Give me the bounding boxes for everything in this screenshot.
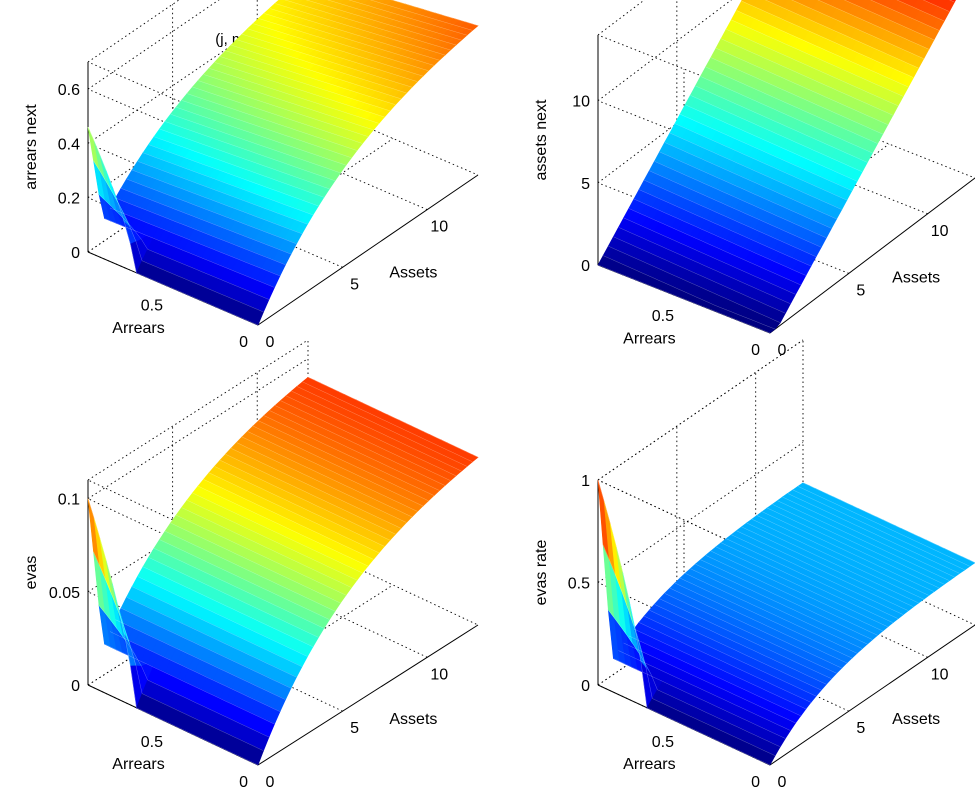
x-tick-label: 5 (856, 282, 865, 299)
mesh-line (369, 0, 473, 31)
surface-patch (251, 309, 264, 326)
axis-labels: Assets Arrears arrears next (23, 104, 437, 337)
mesh-line (186, 93, 358, 151)
y-tick-label: 0.5 (141, 734, 163, 751)
mesh-line (219, 56, 391, 112)
mesh-line (390, 0, 479, 26)
y-tick-label: 0.5 (141, 298, 163, 315)
y-axis-label: Arrears (112, 756, 164, 773)
x-tick-label: 0 (778, 342, 787, 359)
x-tick-label: 5 (350, 720, 359, 737)
mesh-line (115, 197, 286, 266)
z-tick-label: 0.6 (58, 82, 80, 99)
y-axis-label: Arrears (623, 756, 675, 773)
z-tick-label: 10 (572, 94, 590, 111)
mesh-line (87, 127, 259, 326)
y-tick-label: 0 (239, 334, 248, 351)
mesh-line (252, 23, 424, 77)
x-axis-label: Assets (892, 270, 940, 287)
y-tick-label: 0 (239, 774, 248, 790)
surface-mesh (87, 376, 479, 766)
x-tick-label: 10 (430, 219, 448, 236)
z-tick-label: 5 (581, 176, 590, 193)
mesh-line (192, 86, 363, 144)
z-tick-label: 0.05 (49, 585, 80, 602)
z-tick-label: 0 (71, 245, 80, 262)
mesh-line (203, 74, 374, 131)
mesh-line (98, 194, 270, 300)
x-tick-label: 0 (778, 774, 787, 790)
mesh-line (104, 218, 275, 288)
tick-labels: 0 5 10 0 0.5 0 0.2 0.4 0.6 (58, 82, 448, 351)
mesh-line (170, 113, 341, 174)
mesh-line (148, 144, 319, 207)
mesh-line (305, 0, 457, 46)
z-axis-label: evas rate (533, 539, 550, 605)
y-tick-label: 0.5 (652, 308, 674, 325)
mesh-line (120, 188, 292, 255)
y-axis-label: Arrears (623, 331, 675, 348)
x-tick-label: 0 (266, 774, 275, 790)
mesh-line (241, 33, 413, 88)
x-axis-label: Assets (389, 711, 437, 728)
mesh-line (131, 169, 303, 235)
y-tick-label: 0.5 (652, 734, 674, 751)
mesh-line (159, 128, 330, 190)
panel-evas-rate: 0 5 10 0 0.5 0 0.5 1 Assets Arrears evas rate (533, 339, 975, 790)
mesh-line (274, 3, 446, 56)
mesh-line (126, 178, 297, 245)
y-axis-label: Arrears (112, 320, 164, 337)
z-tick-label: 1 (581, 473, 590, 490)
mesh-line (284, 0, 451, 51)
x-tick-label: 5 (350, 276, 359, 293)
mesh-line (236, 39, 407, 94)
mesh-line (348, 0, 468, 36)
z-tick-label: 0.2 (58, 191, 80, 208)
mesh-line (258, 18, 429, 71)
mesh-line (175, 106, 347, 166)
mesh-line (247, 28, 418, 82)
x-axis-label: Assets (389, 265, 437, 282)
x-tick-label: 10 (430, 666, 448, 683)
mesh-line (93, 160, 264, 313)
mesh-line (263, 13, 435, 66)
y-tick-label: 0 (751, 774, 760, 790)
z-axis-label: evas (23, 556, 40, 590)
surface-mesh (87, 0, 479, 326)
z-tick-label: 0 (581, 258, 590, 275)
x-tick-label: 10 (931, 666, 949, 683)
panel-assets-next: 0 5 10 0 0.5 0 5 10 Assets Arrears assets next (533, 0, 975, 359)
z-tick-label: 0.1 (58, 492, 80, 509)
mesh-line (327, 0, 462, 41)
z-tick-label: 0 (71, 678, 80, 695)
x-tick-label: 10 (931, 223, 949, 240)
z-tick-label: 0 (581, 678, 590, 695)
mesh-line (269, 8, 440, 61)
z-axis-label: arrears next (23, 104, 40, 190)
mesh-line (230, 44, 402, 100)
z-axis-label: assets next (533, 99, 550, 180)
x-tick-label: 0 (266, 334, 275, 351)
mesh-line (153, 136, 325, 198)
mesh-line (164, 121, 336, 182)
mesh-line (142, 152, 314, 216)
mesh-line (137, 161, 308, 225)
mesh-line (197, 80, 369, 137)
mesh-line (214, 62, 385, 118)
x-axis-label: Assets (892, 711, 940, 728)
mesh-line (109, 207, 281, 277)
z-tick-label: 0.4 (58, 136, 80, 153)
z-tick-label: 0.5 (568, 576, 590, 593)
mesh-line (208, 68, 380, 124)
y-tick-label: 0 (751, 342, 760, 359)
mesh-line (181, 100, 352, 159)
x-tick-label: 5 (856, 720, 865, 737)
panel-arrears-next: 0 5 10 0 0.5 0 0.2 0.4 0.6 Assets Arrears arrears n… (23, 0, 479, 351)
mesh-line (225, 50, 396, 105)
surface-mesh (597, 0, 956, 334)
panel-evas: 0 5 10 0 0.5 0 0.05 0.1 Assets Arrears evas (23, 339, 479, 790)
